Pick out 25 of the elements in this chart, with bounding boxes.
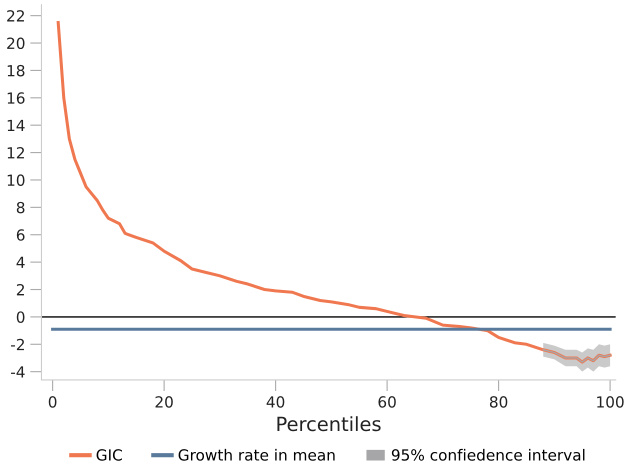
- legend-label: Growth rate in mean: [178, 448, 335, 461]
- y-tick-label: 12: [8, 147, 24, 158]
- x-tick-label: 60: [378, 396, 396, 408]
- line-series: [542, 349, 611, 363]
- y-tick-label: 10: [8, 174, 24, 186]
- y-tick-label: 6: [16, 229, 25, 241]
- x-tick-label: 40: [266, 396, 284, 408]
- y-tick-label: 4: [16, 256, 25, 268]
- y-tick-label: -2: [11, 338, 24, 350]
- x-tick-label: 0: [48, 396, 56, 408]
- y-tick-label: -4: [11, 366, 25, 378]
- y-tick-label: 16: [8, 92, 25, 104]
- y-tick-label: 18: [8, 64, 24, 76]
- y-tick-label: 0: [16, 311, 24, 323]
- y-tick-label: 2: [16, 284, 24, 296]
- y-tick-label: 22: [7, 10, 24, 22]
- legend-label: GIC: [96, 449, 122, 461]
- y-tick-label: 8: [16, 202, 24, 214]
- y-tick-label: 14: [8, 120, 25, 131]
- x-tick-label: 20: [156, 396, 173, 408]
- x-axis-title: Percentiles: [277, 416, 381, 432]
- x-tick-label: 80: [490, 396, 508, 408]
- x-tick-label: 100: [597, 396, 624, 408]
- legend-label: 95% confiedence interval: [392, 448, 584, 461]
- y-tick-label: 20: [7, 37, 24, 50]
